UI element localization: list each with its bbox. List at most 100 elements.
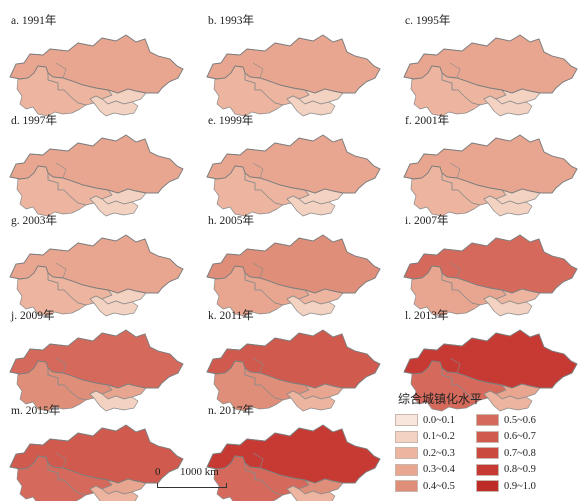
region-tj xyxy=(483,95,533,117)
inner-border xyxy=(252,262,264,279)
legend-label: 0.3~0.4 xyxy=(423,464,455,475)
panel-label: g. 2003年 xyxy=(11,215,57,227)
map-panel xyxy=(9,424,184,501)
panel-label: h. 2005年 xyxy=(208,215,254,227)
legend-item: 0.1~0.2 xyxy=(395,430,455,443)
panel-label: e. 1999年 xyxy=(208,115,254,127)
legend-item: 0.7~0.8 xyxy=(476,447,536,459)
inner-border xyxy=(449,357,461,374)
panel-label: j. 2009年 xyxy=(11,310,55,322)
legend-swatch xyxy=(395,430,418,443)
map-panel xyxy=(403,234,578,317)
map-panel xyxy=(403,134,578,217)
legend-item: 0.0~0.1 xyxy=(395,414,455,426)
panel-label: n. 2017年 xyxy=(208,405,254,417)
panel-label: i. 2007年 xyxy=(405,215,449,227)
outline xyxy=(206,329,381,389)
panel-label: l. 2013年 xyxy=(405,310,449,322)
scale-bar: 0 1000 km xyxy=(150,466,240,496)
legend-label: 0.4~0.5 xyxy=(423,480,455,492)
inner-border xyxy=(441,173,453,190)
legend: 综合城镇化水平 0.0~0.1 0.1~0.2 0.2~0.3 0.3~0.4 0.4~… xyxy=(390,392,580,498)
inner-border xyxy=(47,273,59,290)
legend-label: 0.7~0.8 xyxy=(504,447,536,459)
outline xyxy=(206,34,381,94)
outline xyxy=(206,424,381,484)
outline xyxy=(9,424,184,484)
legend-swatch xyxy=(476,414,499,426)
region-tj xyxy=(286,390,336,412)
outline xyxy=(403,134,578,194)
legend-item: 0.4~0.5 xyxy=(395,480,455,492)
inner-border xyxy=(47,73,59,90)
inner-border xyxy=(244,273,256,290)
legend-swatch xyxy=(395,414,418,426)
map-panel xyxy=(206,34,381,117)
panel-label: b. 1993年 xyxy=(208,15,254,27)
panel-label: a. 1991年 xyxy=(11,15,57,27)
region-tj xyxy=(483,295,533,317)
legend-item: 0.9~1.0 xyxy=(476,480,536,492)
legend-label: 0.9~1.0 xyxy=(504,480,536,492)
scale-label: 1000 km xyxy=(180,466,219,478)
region-tj xyxy=(286,485,336,501)
map-panel xyxy=(9,329,184,412)
legend-swatch xyxy=(476,447,499,459)
region-tj xyxy=(483,195,533,217)
region-tj xyxy=(89,295,139,317)
scale-zero: 0 xyxy=(155,466,161,478)
outline xyxy=(9,134,184,194)
legend-swatch xyxy=(476,480,499,492)
legend-item: 0.3~0.4 xyxy=(395,463,455,476)
region-tj xyxy=(286,95,336,117)
legend-label: 0.5~0.6 xyxy=(504,414,536,426)
outline xyxy=(9,34,184,94)
outline xyxy=(206,234,381,294)
legend-swatch xyxy=(395,447,418,459)
legend-label: 0.0~0.1 xyxy=(423,414,455,426)
inner-border xyxy=(441,368,453,385)
map-panel xyxy=(403,329,578,412)
inner-border xyxy=(252,452,264,469)
region-tj xyxy=(483,390,533,412)
scale-line xyxy=(157,483,227,488)
legend-label: 0.6~0.7 xyxy=(504,431,536,442)
map-panel xyxy=(9,234,184,317)
legend-item: 0.2~0.3 xyxy=(395,447,455,459)
region-tj xyxy=(89,390,139,412)
map-panel xyxy=(206,329,381,412)
inner-border xyxy=(55,452,67,469)
inner-border xyxy=(441,273,453,290)
region-tj xyxy=(89,195,139,217)
outline xyxy=(206,134,381,194)
outline xyxy=(9,234,184,294)
panel-label: d. 1997年 xyxy=(11,115,57,127)
map-panel xyxy=(403,34,578,117)
inner-border xyxy=(441,73,453,90)
inner-border xyxy=(252,357,264,374)
region-tj xyxy=(286,295,336,317)
map-panel xyxy=(9,34,184,117)
panel-label: k. 2011年 xyxy=(208,310,254,322)
inner-border xyxy=(244,463,256,480)
legend-swatch xyxy=(395,480,418,492)
inner-border xyxy=(244,173,256,190)
inner-border xyxy=(449,62,461,79)
legend-label: 0.2~0.3 xyxy=(423,447,455,459)
inner-border xyxy=(55,262,67,279)
region-tj xyxy=(89,95,139,117)
inner-border xyxy=(449,162,461,179)
outline xyxy=(403,329,578,389)
map-panel xyxy=(9,134,184,217)
legend-swatch xyxy=(476,430,499,443)
map-panel xyxy=(206,234,381,317)
panel-label: c. 1995年 xyxy=(405,15,451,27)
legend-item: 0.6~0.7 xyxy=(476,430,536,443)
inner-border xyxy=(47,173,59,190)
panel-label: m. 2015年 xyxy=(11,405,61,417)
region-tj xyxy=(89,485,139,501)
legend-item: 0.8~0.9 xyxy=(476,463,536,476)
legend-item: 0.5~0.6 xyxy=(476,414,536,426)
inner-border xyxy=(449,262,461,279)
